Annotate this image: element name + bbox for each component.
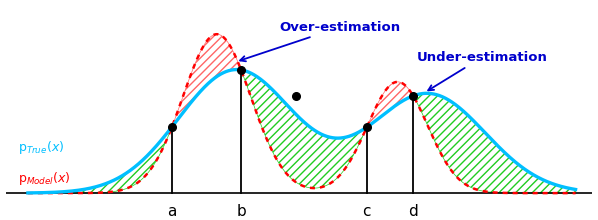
Text: c: c bbox=[362, 204, 371, 219]
Text: a: a bbox=[167, 204, 176, 219]
Text: $\mathrm{p}_{Model}(x)$: $\mathrm{p}_{Model}(x)$ bbox=[18, 170, 71, 187]
Text: Under-estimation: Under-estimation bbox=[417, 51, 548, 90]
Text: $\mathrm{p}_{True}(x)$: $\mathrm{p}_{True}(x)$ bbox=[18, 139, 64, 156]
Text: b: b bbox=[236, 204, 246, 219]
Text: Over-estimation: Over-estimation bbox=[240, 20, 401, 61]
Text: d: d bbox=[408, 204, 418, 219]
